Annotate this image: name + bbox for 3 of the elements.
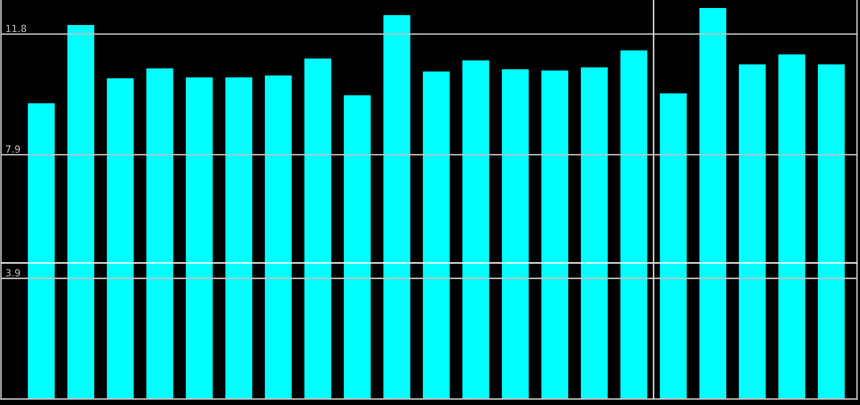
y-tick-label: 3.9 <box>6 269 20 276</box>
y-tick-label: 7.9 <box>6 145 20 153</box>
y-tick-label: 11.8 <box>6 24 26 32</box>
